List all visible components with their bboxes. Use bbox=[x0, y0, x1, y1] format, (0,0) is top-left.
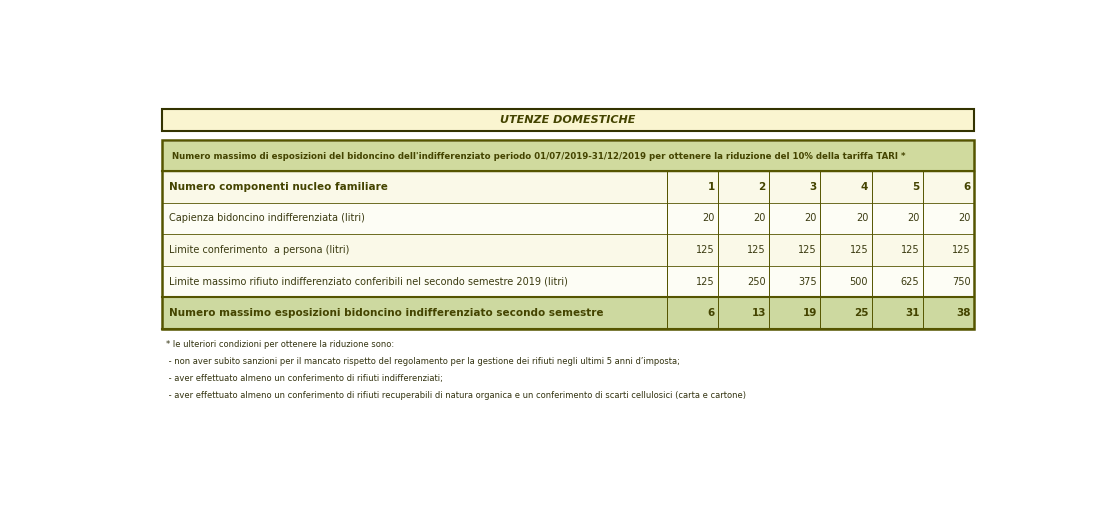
Text: - non aver subito sanzioni per il mancato rispetto del regolamento per la gestio: - non aver subito sanzioni per il mancat… bbox=[166, 357, 680, 366]
Text: 25: 25 bbox=[853, 308, 869, 318]
Bar bbox=[162, 266, 974, 297]
Text: 3: 3 bbox=[810, 182, 817, 192]
Text: 125: 125 bbox=[850, 245, 869, 255]
Bar bbox=[162, 202, 974, 234]
Text: 20: 20 bbox=[958, 213, 971, 223]
Text: Numero massimo di esposizioni del bidoncino dell'indifferenziato periodo 01/07/2: Numero massimo di esposizioni del bidonc… bbox=[172, 152, 905, 161]
Bar bbox=[162, 140, 974, 329]
Text: - aver effettuato almeno un conferimento di rifiuti indifferenziati;: - aver effettuato almeno un conferimento… bbox=[166, 374, 443, 383]
Text: 125: 125 bbox=[799, 245, 817, 255]
Text: UTENZE DOMESTICHE: UTENZE DOMESTICHE bbox=[500, 115, 636, 125]
Text: Limite conferimento  a persona (litri): Limite conferimento a persona (litri) bbox=[168, 245, 349, 255]
Text: 500: 500 bbox=[850, 277, 869, 287]
Text: 20: 20 bbox=[753, 213, 766, 223]
Text: 750: 750 bbox=[952, 277, 971, 287]
Text: - aver effettuato almeno un conferimento di rifiuti recuperabili di natura organ: - aver effettuato almeno un conferimento… bbox=[166, 391, 746, 401]
Text: 20: 20 bbox=[855, 213, 869, 223]
Text: 6: 6 bbox=[963, 182, 971, 192]
Text: 625: 625 bbox=[901, 277, 920, 287]
Text: 125: 125 bbox=[747, 245, 766, 255]
Text: 125: 125 bbox=[901, 245, 920, 255]
Text: Capienza bidoncino indifferenziata (litri): Capienza bidoncino indifferenziata (litr… bbox=[168, 213, 365, 223]
Text: Numero componenti nucleo familiare: Numero componenti nucleo familiare bbox=[168, 182, 388, 192]
Text: 20: 20 bbox=[702, 213, 715, 223]
Text: 6: 6 bbox=[707, 308, 715, 318]
Text: 125: 125 bbox=[696, 277, 715, 287]
Text: 375: 375 bbox=[799, 277, 817, 287]
Text: 5: 5 bbox=[912, 182, 920, 192]
Text: 13: 13 bbox=[751, 308, 766, 318]
Text: 250: 250 bbox=[747, 277, 766, 287]
Bar bbox=[162, 110, 974, 131]
Text: * le ulteriori condizioni per ottenere la riduzione sono:: * le ulteriori condizioni per ottenere l… bbox=[166, 340, 394, 349]
Bar bbox=[162, 142, 974, 171]
Bar bbox=[162, 234, 974, 266]
Text: 19: 19 bbox=[802, 308, 817, 318]
Text: 20: 20 bbox=[907, 213, 920, 223]
Text: 125: 125 bbox=[952, 245, 971, 255]
Bar bbox=[162, 171, 974, 202]
Text: Limite massimo rifiuto indifferenziato conferibili nel secondo semestre 2019 (li: Limite massimo rifiuto indifferenziato c… bbox=[168, 277, 567, 287]
Text: 125: 125 bbox=[696, 245, 715, 255]
Text: 20: 20 bbox=[804, 213, 817, 223]
Text: 38: 38 bbox=[956, 308, 971, 318]
Text: 2: 2 bbox=[759, 182, 766, 192]
Bar bbox=[162, 297, 974, 329]
Text: Numero massimo esposizioni bidoncino indifferenziato secondo semestre: Numero massimo esposizioni bidoncino ind… bbox=[168, 308, 603, 318]
Text: 1: 1 bbox=[707, 182, 715, 192]
Text: 4: 4 bbox=[861, 182, 869, 192]
Text: 31: 31 bbox=[905, 308, 920, 318]
